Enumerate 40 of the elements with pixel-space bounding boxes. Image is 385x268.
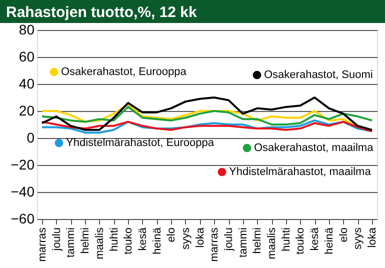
legend-label: Yhdistelmärahastot, maailma [229,166,372,178]
chart-title: Rahastojen tuotto,%, 12 kk [6,4,198,21]
legend-label: Yhdistelmärahastot, Eurooppa [66,137,215,149]
y-tick-label: −40 [10,184,35,200]
y-tick-label: 20 [18,102,35,118]
legend-label: Osakerahastot, maailma [254,142,374,154]
x-tick-label: elo [338,228,350,242]
line-series [41,96,373,131]
y-tick-label: 80 [18,22,35,38]
x-tick-label: kesä [136,226,149,251]
x-tick-label: huhti [280,228,292,252]
y-tick-label: −60 [10,210,35,226]
x-tick-label: heinä [151,226,164,254]
x-tick-label: elo [166,228,178,242]
x-tick-label: helmi [80,228,92,254]
x-tick-label: joulu [50,228,63,252]
x-tick-label: helmi [252,228,264,254]
x-tick-label: touko [122,228,135,254]
x-tick-label: touko [294,228,307,254]
x-tick-label: loka [194,226,206,248]
x-tick-label: loka [366,226,378,248]
x-tick-label: maalis [94,227,106,260]
y-tick-label: 40 [18,76,35,92]
legend-label: Osakerahastot, Suomi [264,69,373,81]
x-tick-label: kesä [309,226,322,251]
x-tick-label: joulu [223,228,236,252]
x-tick-label: syys [180,227,192,250]
x-tick-label: maalis [266,227,278,260]
y-tick-label: −20 [10,156,35,172]
x-tick-label: tammi [65,228,78,258]
x-tick-label: marras [36,227,49,262]
x-tick-label: tammi [237,228,250,258]
y-tick-label: 60 [18,48,35,64]
legend-label: Osakerahastot, Eurooppa [61,66,188,78]
x-tick-label: huhti [108,228,120,252]
x-tick-label: syys [352,227,364,250]
y-tick-label: 0 [26,130,35,146]
line-series [41,106,373,126]
x-tick-label: marras [208,227,221,262]
x-tick-label: heinä [323,226,336,254]
